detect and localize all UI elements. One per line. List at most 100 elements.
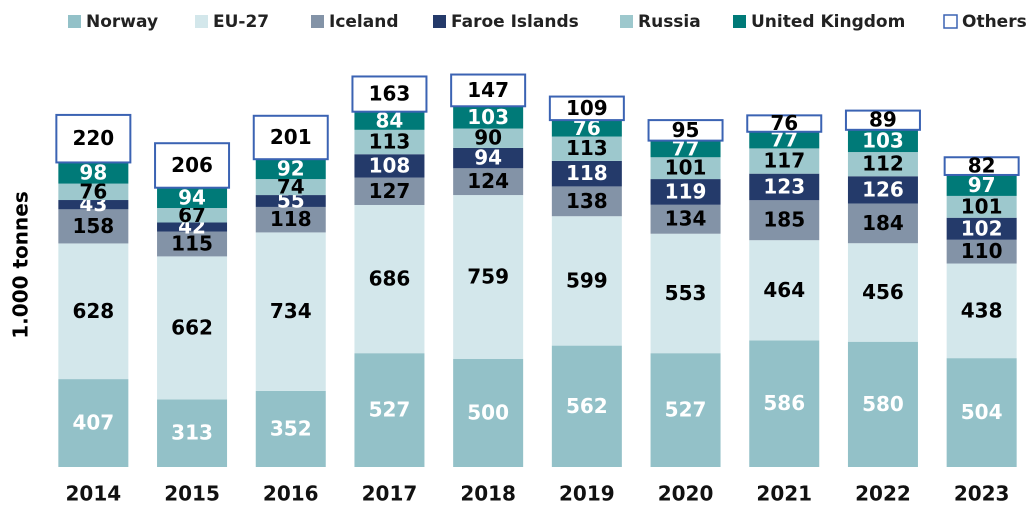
data-label: 553 xyxy=(665,281,707,305)
legend-label: EU-27 xyxy=(213,12,269,32)
data-label: 103 xyxy=(467,105,509,129)
data-label: 92 xyxy=(277,157,305,181)
legend-label: Faroe Islands xyxy=(451,12,579,32)
bar-segment xyxy=(551,186,622,217)
bar-segment xyxy=(157,399,228,467)
data-label: 97 xyxy=(968,173,996,197)
y-axis-label: 1.000 tonnes xyxy=(9,191,33,338)
bar-segment xyxy=(847,243,918,342)
bar-segment xyxy=(255,159,326,180)
data-label: 90 xyxy=(474,126,502,150)
data-label: 95 xyxy=(672,118,700,142)
data-label: 220 xyxy=(72,126,114,150)
bar-segment xyxy=(58,200,129,210)
legend-label: United Kingdom xyxy=(751,12,905,32)
data-label: 562 xyxy=(566,394,608,418)
x-tick-label: 2021 xyxy=(756,482,812,505)
bar-segment xyxy=(551,216,622,346)
data-label: 123 xyxy=(763,174,805,198)
data-label: 628 xyxy=(72,299,114,323)
data-label: 456 xyxy=(862,280,904,304)
bar-segment xyxy=(943,156,1020,176)
bar-segment xyxy=(453,168,524,196)
bar-segment xyxy=(354,177,425,205)
data-label: 201 xyxy=(270,125,312,149)
data-label: 352 xyxy=(270,416,312,440)
bar-segment xyxy=(255,206,326,233)
data-label: 313 xyxy=(171,421,213,445)
bar-segment xyxy=(749,148,820,174)
bar-segment xyxy=(650,233,721,354)
data-label: 89 xyxy=(869,108,897,132)
bar-segment xyxy=(847,129,918,153)
x-tick-label: 2017 xyxy=(362,482,418,505)
bar-segment xyxy=(157,208,228,223)
data-label: 734 xyxy=(270,299,312,323)
legend-swatch xyxy=(195,15,208,28)
data-label: 117 xyxy=(763,149,805,173)
data-label: 82 xyxy=(968,154,996,178)
data-label: 118 xyxy=(270,207,312,231)
data-label: 101 xyxy=(961,194,1003,218)
bar-segment xyxy=(453,128,524,148)
bar-segment xyxy=(58,209,129,244)
bar-segment xyxy=(55,113,132,164)
bar-segment xyxy=(650,157,721,180)
bar-segment xyxy=(255,195,326,207)
legend-swatch xyxy=(733,15,746,28)
x-tick-label: 2014 xyxy=(66,482,122,505)
legend-swatch xyxy=(943,14,958,29)
data-label: 464 xyxy=(763,278,805,302)
x-tick-label: 2022 xyxy=(855,482,911,505)
data-label: 586 xyxy=(763,391,805,415)
bar-segment xyxy=(847,152,918,177)
x-tick-label: 2023 xyxy=(954,482,1010,505)
legend-label: Norway xyxy=(86,12,158,32)
bar-segment xyxy=(551,345,622,467)
bar-segment xyxy=(650,140,721,158)
data-label: 102 xyxy=(961,216,1003,240)
data-label: 686 xyxy=(369,267,411,291)
bar-segment xyxy=(354,204,425,354)
bar-segment xyxy=(58,162,129,184)
legend-swatch xyxy=(311,15,324,28)
data-label: 98 xyxy=(79,161,107,185)
bar-segment xyxy=(946,358,1017,467)
bar-segment xyxy=(946,239,1017,264)
data-label: 206 xyxy=(171,153,213,177)
bar-segment xyxy=(255,232,326,391)
bar-segment xyxy=(252,114,329,161)
legend-label: Russia xyxy=(638,12,701,32)
data-label: 103 xyxy=(862,128,904,152)
bar-segment xyxy=(255,179,326,196)
data-label: 759 xyxy=(467,265,509,289)
legend-label: Others xyxy=(962,12,1027,32)
data-label: 108 xyxy=(369,153,411,177)
bar-segment xyxy=(58,379,129,467)
data-label: 504 xyxy=(961,400,1003,424)
data-label: 94 xyxy=(474,146,502,170)
bar-segment xyxy=(157,231,228,257)
bar-segment xyxy=(58,183,129,201)
data-label: 527 xyxy=(665,398,707,422)
data-label: 118 xyxy=(566,161,608,185)
data-label: 185 xyxy=(763,208,805,232)
bar-segment xyxy=(749,340,820,467)
bar-segment xyxy=(650,353,721,467)
data-label: 184 xyxy=(862,211,904,235)
legend-label: Iceland xyxy=(329,12,399,32)
bar-segment xyxy=(844,109,921,131)
data-label: 109 xyxy=(566,96,608,120)
data-label: 127 xyxy=(369,179,411,203)
data-label: 527 xyxy=(369,398,411,422)
bar-segment xyxy=(351,75,428,113)
x-tick-label: 2016 xyxy=(263,482,319,505)
bar-segment xyxy=(453,147,524,169)
data-label: 113 xyxy=(369,130,411,154)
data-label: 500 xyxy=(467,401,509,425)
bar-segment xyxy=(946,195,1017,218)
bar-segment xyxy=(749,173,820,201)
data-label: 580 xyxy=(862,392,904,416)
bar-segment xyxy=(749,240,820,341)
